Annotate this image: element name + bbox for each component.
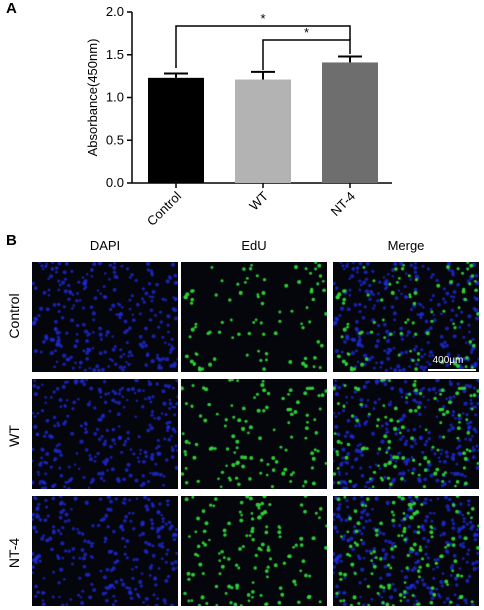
image-nt4-edu — [181, 496, 327, 606]
y-tick-label: 0.0 — [106, 175, 124, 190]
y-tick-label: 0.5 — [106, 132, 124, 147]
bar-nt-4 — [322, 62, 378, 183]
row-label-nt4: NT-4 — [6, 537, 22, 569]
y-tick-label: 1.0 — [106, 90, 124, 105]
image-wt-merge — [333, 379, 479, 489]
row-label-control: Control — [6, 293, 22, 339]
image-wt-dapi — [32, 379, 178, 489]
significance-bracket — [262, 39, 351, 70]
scale-bar — [428, 369, 476, 371]
significance-bracket — [175, 25, 351, 68]
y-tick-label: 1.5 — [106, 47, 124, 62]
column-label-edu: EdU — [241, 238, 267, 253]
column-label-dapi: DAPI — [89, 238, 121, 253]
significance-star: * — [304, 25, 309, 40]
y-tick-label: 2.0 — [106, 4, 124, 19]
image-wt-edu — [181, 379, 327, 489]
x-tick-label: NT-4 — [328, 189, 359, 220]
y-axis-label: Absorbance(450nm) — [85, 39, 100, 157]
image-control-edu — [181, 262, 327, 372]
row-label-wt: WT — [6, 425, 22, 447]
x-tick-label: WT — [246, 188, 271, 213]
significance-star: * — [260, 11, 265, 26]
column-label-merge: Merge — [387, 238, 425, 253]
scale-bar-label: 400μm — [432, 355, 464, 366]
x-tick-label: Control — [144, 188, 184, 228]
panel-a-letter: A — [6, 0, 17, 17]
bar-control — [148, 77, 204, 183]
panel-b-letter: B — [6, 232, 17, 249]
bar-wt — [235, 79, 291, 183]
image-control-merge — [333, 262, 479, 372]
image-nt4-dapi — [32, 496, 178, 606]
image-nt4-merge — [333, 496, 479, 606]
image-control-dapi — [32, 262, 178, 372]
bar-chart: 0.0 0.5 1.0 1.5 2.0 Absorbance(450nm) Control W… — [85, 4, 392, 229]
